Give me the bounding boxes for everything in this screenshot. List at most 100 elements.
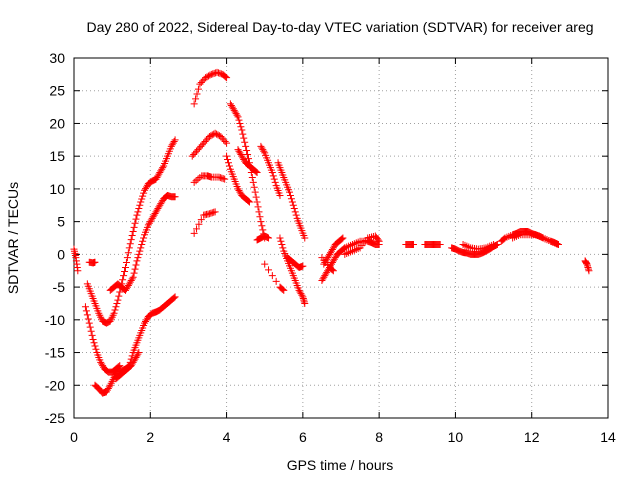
data-point bbox=[194, 146, 202, 154]
data-point bbox=[211, 129, 219, 137]
data-point bbox=[112, 303, 120, 311]
series-arc-5 bbox=[91, 293, 179, 397]
data-point bbox=[223, 152, 231, 160]
data-point bbox=[289, 201, 297, 209]
data-point bbox=[225, 162, 233, 170]
data-point bbox=[91, 258, 99, 266]
data-point bbox=[135, 250, 143, 258]
data-point bbox=[276, 234, 284, 242]
chart-title: Day 280 of 2022, Sidereal Day-to-day VTE… bbox=[86, 19, 593, 35]
data-point bbox=[129, 227, 137, 235]
series-arc-17 bbox=[276, 234, 309, 307]
data-point bbox=[138, 241, 146, 249]
series-arc-18 bbox=[284, 254, 307, 271]
data-point bbox=[170, 294, 178, 302]
data-point bbox=[116, 288, 124, 296]
series-arc-2 bbox=[85, 258, 99, 267]
data-point bbox=[113, 299, 121, 307]
data-point bbox=[86, 323, 94, 331]
data-point bbox=[171, 293, 179, 301]
series-arc-19 bbox=[253, 232, 273, 244]
data-point bbox=[81, 303, 89, 311]
data-point bbox=[192, 95, 200, 103]
data-point bbox=[235, 116, 243, 124]
data-point bbox=[126, 240, 134, 248]
data-point bbox=[194, 85, 202, 93]
y-axis-label: SDTVAR / TECUs bbox=[5, 182, 21, 294]
data-point bbox=[280, 286, 288, 294]
data-point bbox=[409, 241, 417, 249]
data-point bbox=[87, 327, 95, 335]
data-point bbox=[74, 267, 82, 275]
data-point bbox=[260, 147, 268, 155]
data-point bbox=[196, 173, 204, 181]
series-arc-31 bbox=[509, 231, 562, 249]
series-arc-8 bbox=[190, 68, 231, 108]
data-point bbox=[119, 276, 127, 284]
data-point bbox=[90, 339, 98, 347]
data-point bbox=[268, 169, 276, 177]
data-point bbox=[253, 169, 261, 177]
data-point bbox=[203, 73, 211, 81]
y-tick-label: -10 bbox=[45, 312, 65, 328]
data-point bbox=[279, 286, 287, 294]
data-point bbox=[140, 234, 148, 242]
data-point bbox=[89, 335, 97, 343]
series-arc-9 bbox=[188, 129, 231, 160]
data-point bbox=[268, 272, 276, 280]
data-point bbox=[265, 266, 273, 274]
data-point bbox=[242, 142, 250, 150]
data-point bbox=[133, 257, 141, 265]
data-point bbox=[137, 244, 145, 252]
data-point bbox=[140, 189, 148, 197]
data-point bbox=[238, 126, 246, 134]
data-point bbox=[136, 247, 144, 255]
data-point bbox=[197, 142, 205, 150]
data-point bbox=[214, 131, 222, 139]
series-arc-12 bbox=[226, 100, 269, 242]
data-point bbox=[258, 222, 266, 230]
data-point bbox=[202, 74, 210, 82]
data-point bbox=[329, 267, 337, 275]
series-arc-3 bbox=[83, 136, 179, 327]
data-point bbox=[500, 235, 508, 243]
data-point bbox=[123, 254, 131, 262]
data-point bbox=[217, 133, 225, 141]
data-point bbox=[159, 164, 167, 172]
data-point bbox=[130, 269, 138, 277]
y-tick-label: -25 bbox=[45, 410, 65, 426]
x-tick-label: 0 bbox=[70, 429, 78, 445]
x-tick-label: 10 bbox=[448, 429, 464, 445]
data-point bbox=[240, 134, 248, 142]
data-point bbox=[190, 229, 198, 237]
data-point bbox=[114, 296, 122, 304]
data-point bbox=[220, 136, 228, 144]
data-point bbox=[287, 195, 295, 203]
y-tick-label: 0 bbox=[57, 246, 65, 262]
data-point bbox=[111, 306, 119, 314]
data-point bbox=[198, 141, 206, 149]
series-arc-23 bbox=[318, 254, 337, 275]
data-point bbox=[205, 133, 213, 141]
data-point bbox=[139, 237, 147, 245]
data-point bbox=[245, 198, 253, 206]
y-tick-label: 30 bbox=[49, 50, 65, 66]
series-arc-6 bbox=[106, 191, 179, 294]
data-point bbox=[134, 350, 142, 358]
series-arc-4 bbox=[81, 303, 124, 376]
data-point bbox=[436, 241, 444, 249]
data-point bbox=[286, 191, 294, 199]
data-point bbox=[301, 299, 309, 307]
data-point bbox=[374, 236, 382, 244]
data-point bbox=[193, 90, 201, 98]
data-point bbox=[253, 198, 261, 206]
data-point bbox=[171, 193, 179, 201]
data-point bbox=[191, 149, 199, 157]
data-point bbox=[328, 266, 336, 274]
data-point bbox=[201, 137, 209, 145]
data-point bbox=[91, 342, 99, 350]
data-point bbox=[278, 285, 286, 293]
data-point bbox=[120, 272, 128, 280]
data-point bbox=[218, 134, 226, 142]
